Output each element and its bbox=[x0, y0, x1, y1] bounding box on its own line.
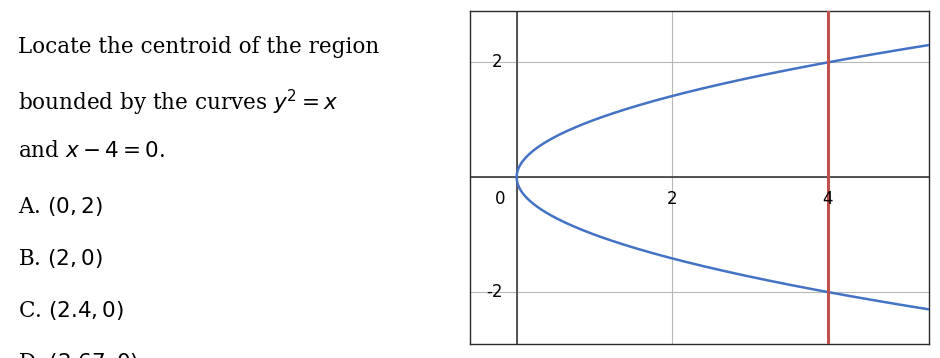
Text: A. $(0, 2)$: A. $(0, 2)$ bbox=[19, 195, 103, 218]
Text: D. $(2.67, 0)$: D. $(2.67, 0)$ bbox=[19, 351, 139, 358]
Text: B. $(2, 0)$: B. $(2, 0)$ bbox=[19, 247, 103, 270]
Text: Locate the centroid of the region: Locate the centroid of the region bbox=[19, 36, 380, 58]
Text: 2: 2 bbox=[492, 53, 503, 71]
Text: C. $(2.4, 0)$: C. $(2.4, 0)$ bbox=[19, 299, 124, 322]
Text: 2: 2 bbox=[666, 190, 678, 208]
Text: 4: 4 bbox=[822, 190, 833, 208]
Text: and $x - 4 = 0$.: and $x - 4 = 0$. bbox=[19, 140, 165, 161]
Text: -2: -2 bbox=[486, 283, 503, 301]
Text: 0: 0 bbox=[494, 190, 505, 208]
Text: bounded by the curves $y^2 = x$: bounded by the curves $y^2 = x$ bbox=[19, 88, 338, 118]
